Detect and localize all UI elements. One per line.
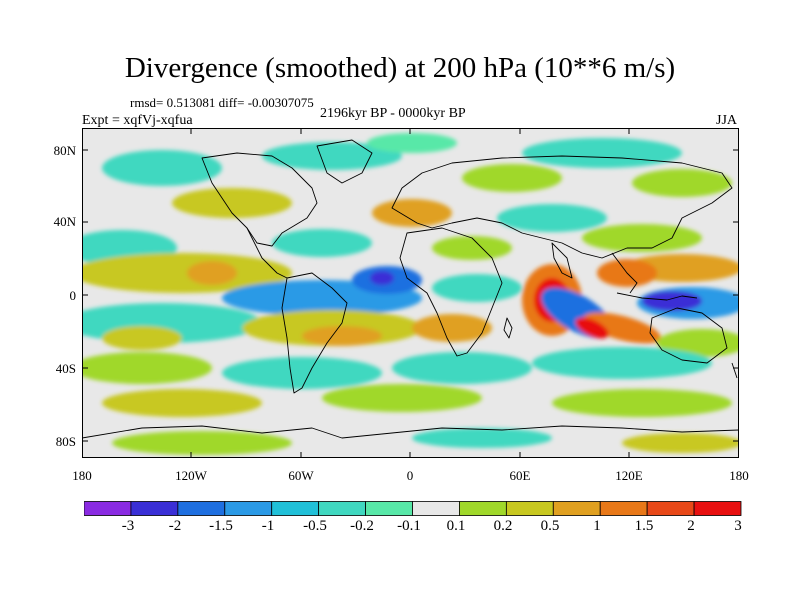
period-label: 2196kyr BP - 0000kyr BP xyxy=(320,106,466,121)
colorbar-label: -0.5 xyxy=(303,518,327,534)
field-patch xyxy=(532,347,712,379)
colorbar-swatch xyxy=(412,501,460,516)
field-patch xyxy=(82,352,212,384)
field-patch xyxy=(582,224,702,252)
field-patch xyxy=(522,138,682,168)
colorbar-swatch xyxy=(318,501,366,516)
colorbar-label: -0.1 xyxy=(397,518,421,534)
stats-label: rmsd= 0.513081 diff= -0.00307075 xyxy=(130,95,314,110)
field-patch xyxy=(497,204,607,232)
x-tick-label: 120E xyxy=(615,468,643,483)
colorbar-swatch xyxy=(84,501,132,516)
field-patch xyxy=(367,133,457,153)
colorbar-label: 0.2 xyxy=(493,518,513,534)
x-tick-label: 180 xyxy=(729,468,749,483)
colorbar-label: 1.5 xyxy=(634,518,654,534)
colorbar-label: -2 xyxy=(168,518,182,534)
colorbar-swatch xyxy=(693,501,742,516)
coast-eurasia xyxy=(391,155,733,259)
field-patch xyxy=(432,274,522,302)
field-patch xyxy=(552,389,732,417)
y-tick-label: 80S xyxy=(55,434,76,449)
axis-ticks xyxy=(82,128,739,458)
x-tick-label: 60W xyxy=(288,468,314,483)
season-label: JJA xyxy=(716,113,738,128)
field-patch xyxy=(632,169,732,197)
colorbar-label: -3 xyxy=(121,518,135,534)
field-patch xyxy=(302,326,382,346)
field-patch xyxy=(642,291,702,311)
field-patch xyxy=(657,329,739,357)
colorbar-label: 3 xyxy=(734,518,742,534)
y-tick-label: 40N xyxy=(53,214,76,229)
field-patch xyxy=(112,431,292,455)
colorbar-swatch xyxy=(505,501,554,516)
coast-antarctica xyxy=(82,425,739,439)
colorbar xyxy=(84,501,742,516)
colorbar-label: 1 xyxy=(593,518,601,534)
colorbar-swatch xyxy=(459,501,507,516)
colorbar-swatch xyxy=(271,501,320,516)
colorbar-swatch xyxy=(365,501,413,516)
colorbar-swatch xyxy=(646,501,695,516)
field-patch xyxy=(583,312,661,344)
field-patch xyxy=(412,314,492,342)
field-patch xyxy=(370,271,394,285)
field-patch xyxy=(575,317,609,339)
coast-africa xyxy=(399,227,503,357)
field-patch xyxy=(187,261,237,285)
coast-australia xyxy=(649,307,728,364)
colorbar-swatch xyxy=(130,501,179,516)
colorbar-label: -1.5 xyxy=(209,518,233,534)
experiment-label: Expt = xqfVj-xqfua xyxy=(82,113,193,128)
y-tick-label: 0 xyxy=(69,288,77,303)
colorbar-label: -0.2 xyxy=(350,518,374,534)
coast-central-america xyxy=(246,227,288,279)
coast-new-zealand xyxy=(731,362,738,379)
field-patch xyxy=(102,150,222,186)
coast-southeast-asia xyxy=(611,252,638,294)
field-patch xyxy=(222,357,382,389)
coast-north-america xyxy=(201,152,318,247)
x-tick-label: 180 xyxy=(72,468,92,483)
x-tick-label: 120W xyxy=(175,468,207,483)
coast-madagascar xyxy=(503,317,513,339)
y-tick-label: 80N xyxy=(53,143,76,158)
colorbar-label: 0.1 xyxy=(446,518,466,534)
field-patch xyxy=(432,236,512,260)
coast-greenland xyxy=(316,139,373,184)
field-patch xyxy=(172,188,292,218)
x-tick-label: 60E xyxy=(509,468,531,483)
colorbar-swatch xyxy=(552,501,601,516)
plot-title: Divergence (smoothed) at 200 hPa (10**6 … xyxy=(124,52,676,84)
coastlines xyxy=(82,139,739,439)
field-patch xyxy=(462,164,562,192)
field-patch xyxy=(622,433,739,453)
field-patch xyxy=(272,229,372,257)
x-tick-label: 0 xyxy=(406,468,414,483)
field-patch xyxy=(82,253,292,293)
colorbar-label: 2 xyxy=(687,518,695,534)
field-patch xyxy=(392,352,532,384)
field-patch xyxy=(102,389,262,417)
colorbar-label: 0.5 xyxy=(540,518,560,534)
coast-maritime-continent xyxy=(616,292,698,301)
field-patch xyxy=(412,428,552,448)
colorbar-swatch xyxy=(177,501,226,516)
colorbar-swatch xyxy=(224,501,273,516)
y-tick-label: 40S xyxy=(55,361,76,376)
field-patch xyxy=(322,384,482,412)
coast-india xyxy=(551,242,573,279)
divergence-field xyxy=(82,133,739,455)
field-patch xyxy=(372,199,452,227)
divergence-map xyxy=(82,128,739,458)
coast-south-america xyxy=(281,272,348,394)
field-patch xyxy=(102,326,182,350)
colorbar-label: -1 xyxy=(261,518,275,534)
colorbar-swatch xyxy=(599,501,648,516)
